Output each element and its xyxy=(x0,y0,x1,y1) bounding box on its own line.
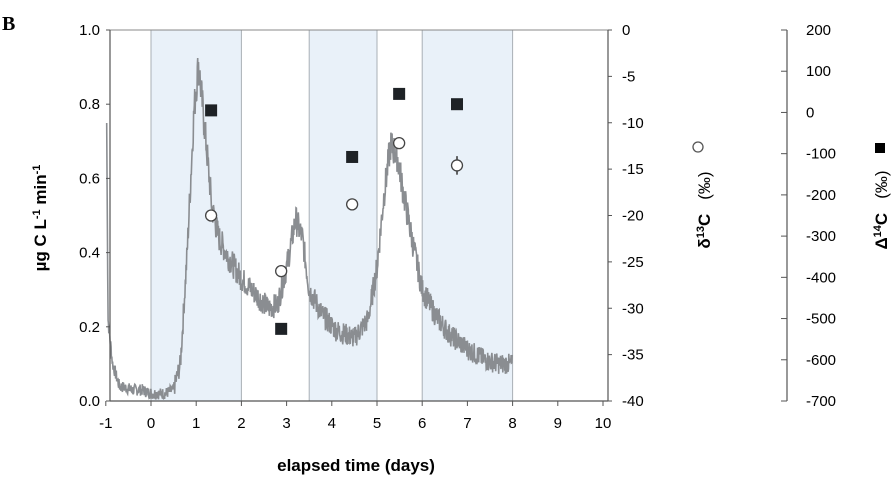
y-right2-tick-label: -300 xyxy=(806,228,836,245)
night-band xyxy=(150,29,242,402)
y-left-label: µg C L-1 min-1 xyxy=(31,165,50,272)
legend-open-circle-marker xyxy=(692,141,704,153)
x-tick-label: 2 xyxy=(237,415,245,432)
y-right1-tick-label: -25 xyxy=(622,254,644,271)
x-tick-label: 10 xyxy=(595,415,612,432)
delta14c-point xyxy=(393,87,406,100)
y-right2-tick-label: 100 xyxy=(806,63,831,80)
delta13c-point xyxy=(345,198,359,211)
y-right1-tick-label: -5 xyxy=(622,68,635,85)
y-right1-tick-label: -40 xyxy=(622,393,644,410)
y-right1-tick-label: 0 xyxy=(622,22,630,39)
y-right2-tick-label: -500 xyxy=(806,311,836,328)
delta14c-point xyxy=(205,104,218,117)
x-tick-label: 6 xyxy=(418,415,426,432)
y-right2-tick-label: -200 xyxy=(806,187,836,204)
y-right2-label: Δ14C(‰) xyxy=(872,170,891,249)
y-right1-tick-label: -35 xyxy=(622,347,644,364)
y-left-tick-label: 0.8 xyxy=(79,96,100,113)
x-tick-label: 8 xyxy=(508,415,516,432)
delta13c-point xyxy=(275,264,288,278)
y-right1-label: δ13C(‰) xyxy=(695,171,714,248)
legend-filled-square-marker xyxy=(875,143,885,153)
x-tick-label: -1 xyxy=(99,415,112,432)
y-left-tick-label: 1.0 xyxy=(79,22,100,39)
delta13c-point xyxy=(204,209,218,222)
y-right2-tick-label: 200 xyxy=(806,22,831,39)
x-tick-label: 9 xyxy=(554,415,562,432)
delta14c-point xyxy=(275,322,288,335)
y-right1-tick-label: -15 xyxy=(622,161,644,178)
x-tick-label: 0 xyxy=(147,415,155,432)
delta13c-point xyxy=(392,137,406,150)
x-tick-label: 3 xyxy=(282,415,290,432)
x-tick-label: 1 xyxy=(192,415,200,432)
y-right2-tick-label: -100 xyxy=(806,146,836,163)
y-right1-tick-label: -20 xyxy=(622,208,644,225)
y-right2-tick-label: -400 xyxy=(806,269,836,286)
x-tick-label: 7 xyxy=(463,415,471,432)
y-left-tick-label: 0.4 xyxy=(79,245,100,262)
y-left-tick-label: 0.2 xyxy=(79,319,100,336)
y-right1-tick-label: -10 xyxy=(622,115,644,132)
x-tick-label: 4 xyxy=(328,415,336,432)
flux-line xyxy=(105,57,513,400)
delta14c-point xyxy=(346,150,359,163)
y-right2-tick-label: -700 xyxy=(806,393,836,410)
night-band xyxy=(421,29,514,402)
panel-label: B xyxy=(2,13,15,35)
y-left-tick-label: 0.6 xyxy=(79,170,100,187)
y-right2-tick-label: -600 xyxy=(806,352,836,369)
delta13c-point xyxy=(450,159,464,172)
y-right2-tick-label: 0 xyxy=(806,104,814,121)
delta14c-point xyxy=(451,98,464,111)
x-axis-label: elapsed time (days) xyxy=(277,456,435,475)
y-left-tick-label: 0.0 xyxy=(79,393,100,410)
x-tick-label: 5 xyxy=(373,415,381,432)
night-band xyxy=(308,29,378,402)
y-right1-tick-label: -30 xyxy=(622,300,644,317)
